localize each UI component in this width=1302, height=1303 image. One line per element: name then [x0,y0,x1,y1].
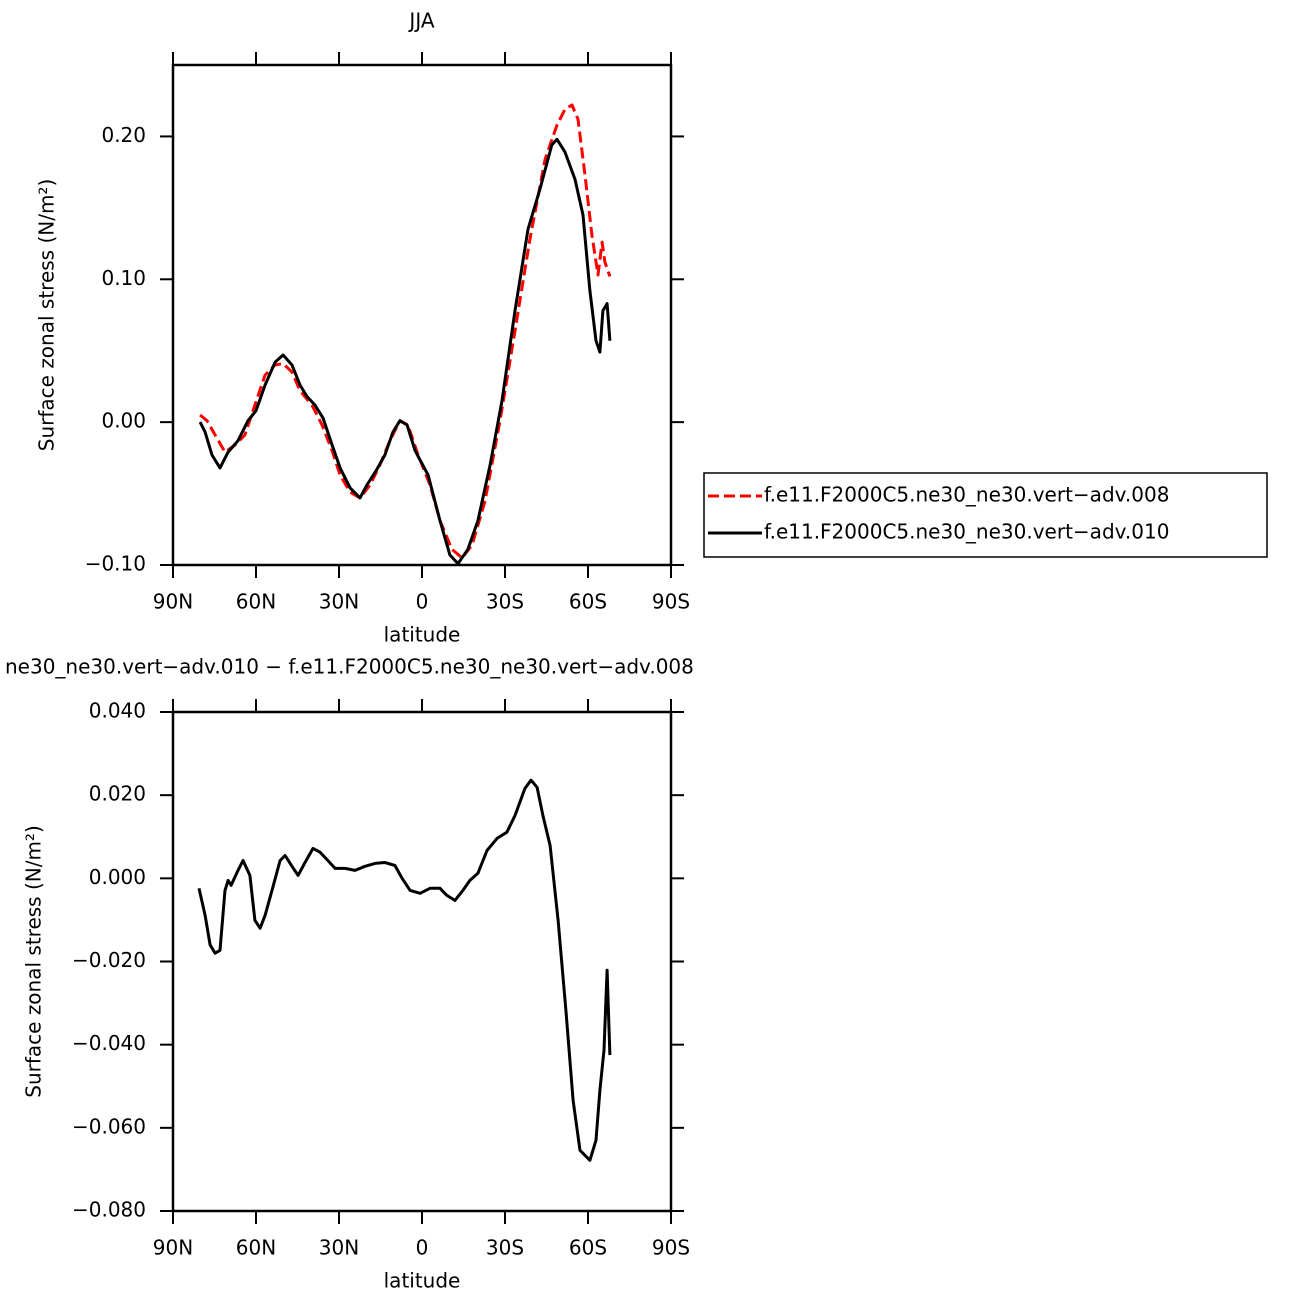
x-tick-label: 60S [569,1236,607,1260]
x-tick-label: 30S [486,1236,524,1260]
y-axis-label: Surface zonal stress (N/m²) [35,179,59,451]
y-tick-label: 0.020 [89,782,146,806]
data-line [198,137,612,566]
legend-label: f.e11.F2000C5.ne30_ne30.vert−adv.008 [764,483,1169,507]
y-tick-label: −0.020 [72,948,146,972]
data-line [197,778,612,1162]
y-tick-label: 0.00 [101,409,146,433]
chart-title: ne30_ne30.vert−adv.010 − f.e11.F2000C5.n… [5,655,694,679]
y-tick-label: −0.10 [85,552,146,576]
x-tick-label: 60S [569,590,607,614]
data-line [199,103,612,560]
y-tick-label: 0.000 [89,865,146,889]
y-tick-label: −0.080 [72,1198,146,1222]
legend-box [703,472,1268,558]
y-tick-label: −0.040 [72,1031,146,1055]
x-axis-label: latitude [384,623,461,647]
legend-label: f.e11.F2000C5.ne30_ne30.vert−adv.010 [764,520,1169,544]
y-axis-label: Surface zonal stress (N/m²) [22,825,46,1097]
x-tick-label: 60N [236,590,276,614]
x-axis-label: latitude [384,1269,461,1293]
x-tick-label: 0 [416,1236,429,1260]
chart-title: JJA [407,9,434,33]
x-tick-label: 30N [319,1236,359,1260]
y-tick-label: 0.040 [89,699,146,723]
x-tick-label: 90S [652,590,690,614]
x-tick-label: 90S [652,1236,690,1260]
y-tick-label: 0.20 [101,123,146,147]
x-tick-label: 0 [416,590,429,614]
x-tick-label: 90N [153,1236,193,1260]
y-tick-label: 0.10 [101,266,146,290]
x-tick-label: 90N [153,590,193,614]
y-tick-label: −0.060 [72,1114,146,1138]
x-tick-label: 30N [319,590,359,614]
x-tick-label: 60N [236,1236,276,1260]
plot-frame [171,63,673,567]
x-tick-label: 30S [486,590,524,614]
